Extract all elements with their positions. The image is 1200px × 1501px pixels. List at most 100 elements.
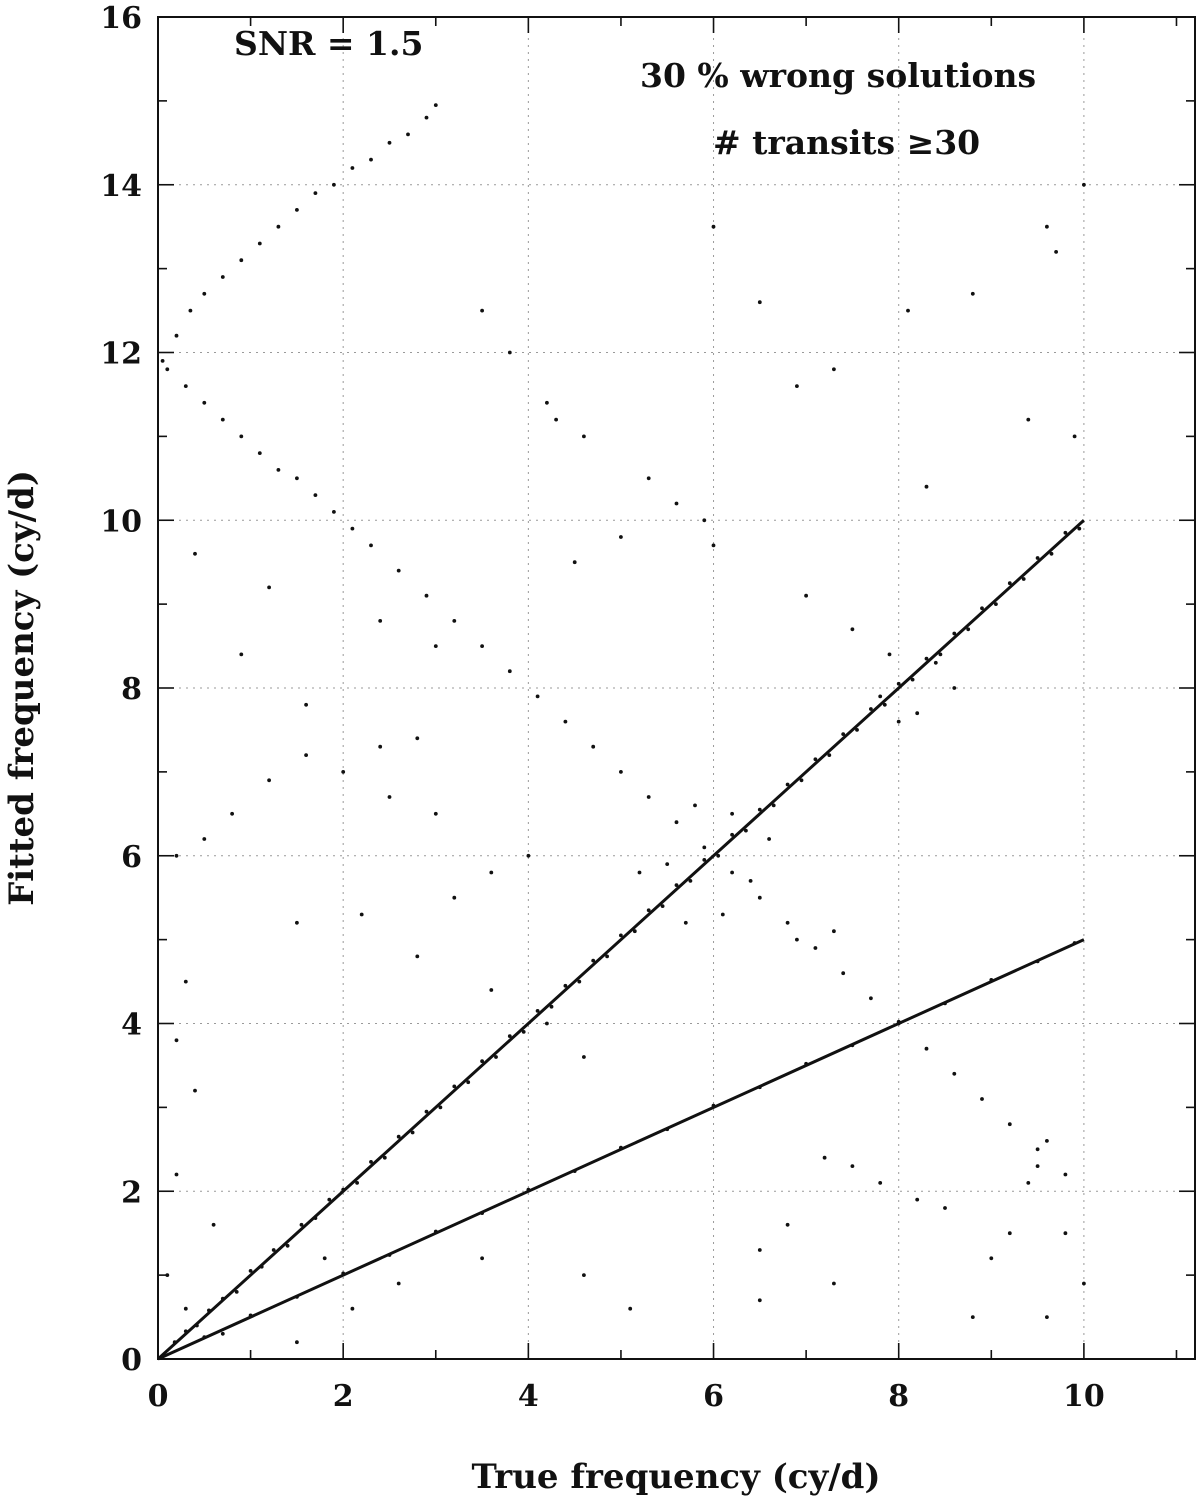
data-point [980,1097,984,1101]
data-point [591,958,596,963]
data-point [813,757,818,762]
data-point [572,560,577,565]
data-point [1045,224,1049,229]
data-point [757,807,762,812]
data-point [619,535,623,539]
data-point [545,1021,549,1026]
data-point [327,1197,332,1202]
data-point [350,1306,355,1311]
data-point [878,1181,883,1185]
data-point [832,1281,836,1286]
data-point [832,367,836,372]
data-point [924,1046,929,1051]
x-tick-label: 10 [1063,1379,1105,1414]
data-point [378,744,383,749]
data-point [174,853,179,858]
data-point [1035,1147,1040,1152]
data-point [359,912,364,917]
data-point [211,1222,216,1227]
data-point [480,644,484,648]
data-point [489,988,494,992]
data-point [466,1080,471,1085]
data-point [822,1155,827,1160]
data-point [896,719,901,724]
data-point [878,694,883,699]
data-point [424,593,429,598]
y-tick-label: 8 [121,672,142,707]
data-point [702,518,707,523]
data-point [674,501,679,506]
data-point [887,652,892,657]
data-point [1026,1181,1031,1185]
data-point [332,182,336,187]
data-point [785,782,790,787]
data-point [785,1222,790,1227]
data-point [332,510,336,514]
data-point [230,811,235,816]
data-point [433,811,438,816]
data-point [1007,1231,1012,1236]
data-point [183,979,188,984]
data-point [202,291,207,296]
data-point [387,140,392,145]
data-point [295,920,299,925]
data-point [304,702,308,707]
data-point [683,920,688,925]
y-axis-title: Fitted frequency (cy/d) [2,470,42,906]
data-point [369,1160,373,1164]
data-point [535,694,540,699]
data-point [406,132,410,137]
data-point [915,711,920,716]
data-point [220,1331,225,1336]
data-point [646,795,651,799]
data-point [582,434,586,439]
data-point [313,191,318,196]
data-point [628,1306,633,1311]
data-point [757,1248,762,1252]
data-point [720,912,725,917]
data-point [438,1105,443,1110]
data-point [813,946,818,950]
data-point [396,1134,401,1139]
data-point [646,908,651,913]
data-point [994,602,998,606]
reference-line-2 [157,938,1085,1361]
data-point [433,103,438,107]
y-tick-label: 2 [121,1175,142,1210]
data-point [276,468,281,472]
data-point [507,669,512,674]
grid-lines [158,17,1195,1359]
data-point [674,883,679,887]
data-point [1035,556,1040,560]
data-point [1054,250,1058,254]
data-point [415,954,420,959]
data-point [549,1004,554,1009]
data-point [563,983,568,988]
data-point [220,275,225,279]
data-point [350,526,355,531]
x-tick-label: 2 [333,1379,354,1414]
annotation-snr: SNR = 1.5 [234,24,423,63]
data-point [841,971,846,976]
data-point [1007,1122,1012,1127]
data-point [424,1109,429,1114]
data-point [915,1197,920,1202]
data-point [966,627,971,632]
data-point [1045,1315,1049,1319]
y-tick-label: 0 [121,1343,142,1378]
data-point [1021,577,1026,581]
data-point [535,1009,540,1013]
data-point [271,1248,276,1252]
data-point [355,1181,359,1185]
y-tick-label: 10 [100,504,142,539]
data-point [299,1222,304,1227]
data-point [452,895,457,900]
y-tick-label: 16 [100,1,142,36]
tick-labels: 0 2 4 6 8 10 0 2 4 6 8 10 12 14 16 [100,1,1105,1414]
data-point [452,1084,457,1089]
y-tick-label: 12 [100,337,142,372]
data-point [1049,551,1054,556]
data-point [730,811,734,816]
